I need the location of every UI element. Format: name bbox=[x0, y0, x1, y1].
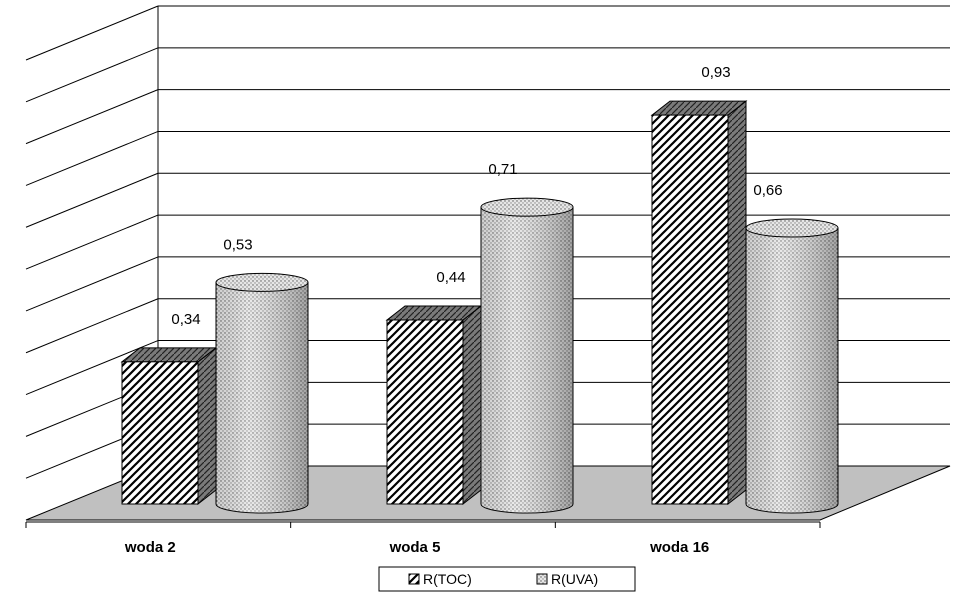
legend: R(TOC) R(UVA) bbox=[378, 566, 636, 592]
bar-rtoc-side bbox=[197, 346, 217, 506]
bar-ruva bbox=[215, 272, 309, 514]
legend-label-ruva: R(UVA) bbox=[551, 571, 598, 587]
gridline-side bbox=[25, 130, 159, 186]
legend-swatch-rtoc bbox=[408, 573, 420, 585]
category-label: woda 2 bbox=[124, 539, 176, 556]
bar-rtoc-front bbox=[121, 361, 199, 505]
bar-rtoc bbox=[120, 346, 218, 506]
gridline-side bbox=[25, 89, 159, 145]
bar-ruva-top bbox=[480, 197, 574, 217]
gridline-side bbox=[25, 298, 159, 354]
gridline-side bbox=[25, 172, 159, 228]
bar-ruva-shade bbox=[481, 207, 573, 513]
bar-rtoc-front bbox=[386, 319, 464, 505]
bar-rtoc bbox=[385, 304, 483, 506]
data-label-ruva: 0,53 bbox=[223, 236, 252, 253]
category-label: woda 16 bbox=[649, 539, 709, 556]
data-label-ruva: 0,66 bbox=[753, 182, 782, 199]
legend-box bbox=[378, 566, 636, 592]
gridline-side bbox=[25, 47, 159, 103]
bars-layer bbox=[120, 100, 839, 514]
data-label-ruva: 0,71 bbox=[488, 161, 517, 178]
data-label-rtoc: 0,93 bbox=[701, 64, 730, 81]
data-label-rtoc: 0,44 bbox=[436, 269, 465, 286]
bar-ruva bbox=[480, 197, 574, 514]
bar-rtoc-front bbox=[651, 114, 729, 505]
bar-ruva bbox=[745, 218, 839, 514]
gridline-side bbox=[25, 340, 159, 396]
labels-layer: woda 2 woda 5 woda 16 0,34 0,53 0,44 0,71 0,93 0… bbox=[124, 64, 783, 556]
bar-ruva-shade bbox=[216, 282, 308, 513]
legend-label-rtoc: R(TOC) bbox=[423, 571, 472, 587]
gridline-side bbox=[25, 5, 159, 61]
bar-rtoc-side bbox=[462, 304, 482, 506]
bar-ruva-top bbox=[745, 218, 839, 238]
bar-ruva-top bbox=[215, 272, 309, 292]
gridline-side bbox=[25, 256, 159, 312]
gridline-side bbox=[25, 214, 159, 270]
category-label: woda 5 bbox=[389, 539, 441, 556]
data-label-rtoc: 0,34 bbox=[171, 311, 200, 328]
bar-ruva-shade bbox=[746, 228, 838, 513]
legend-swatch-ruva bbox=[536, 573, 548, 585]
bar-rtoc-side bbox=[727, 100, 747, 506]
bar-rtoc bbox=[650, 100, 748, 506]
